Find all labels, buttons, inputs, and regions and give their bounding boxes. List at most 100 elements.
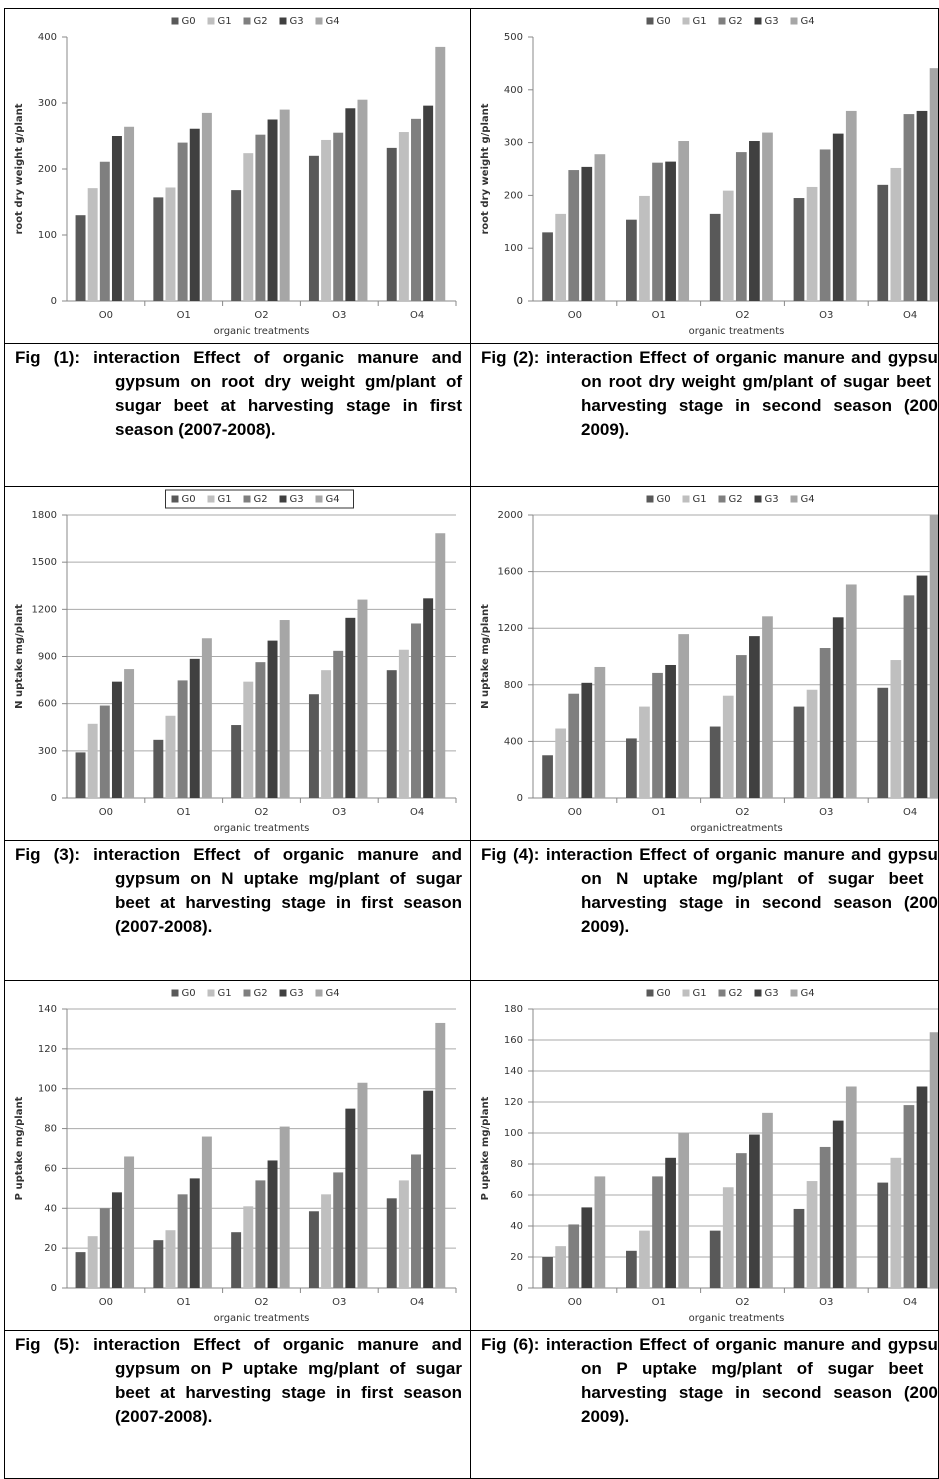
bar xyxy=(177,142,188,301)
y-tick-label: 0 xyxy=(51,1283,57,1294)
bar xyxy=(845,110,857,301)
x-tick-label: O1 xyxy=(652,1297,666,1308)
bar xyxy=(762,616,773,798)
bar xyxy=(345,617,356,798)
bar xyxy=(153,739,164,798)
legend-label: G3 xyxy=(290,988,304,999)
legend-label: G3 xyxy=(765,494,779,505)
bar xyxy=(542,232,553,301)
legend-label: G4 xyxy=(326,494,340,505)
bar xyxy=(832,617,844,798)
bar xyxy=(423,105,434,301)
legend-swatch xyxy=(315,989,323,997)
y-tick-label: 40 xyxy=(44,1203,57,1214)
legend-label: G2 xyxy=(254,16,268,27)
bar xyxy=(678,634,690,798)
legend-label: G3 xyxy=(765,988,779,999)
legend-swatch xyxy=(754,989,762,997)
bar xyxy=(279,109,290,301)
y-axis-label: N uptake mg/plant xyxy=(480,604,491,709)
legend-swatch xyxy=(754,495,762,503)
y-tick-label: 1200 xyxy=(32,604,57,615)
bar xyxy=(357,99,368,301)
bar xyxy=(243,153,254,301)
x-axis-label: organic treatments xyxy=(214,326,310,337)
legend-swatch xyxy=(682,989,690,997)
bar xyxy=(231,190,242,301)
bar xyxy=(806,689,818,798)
y-tick-label: 0 xyxy=(517,793,523,804)
legend-swatch xyxy=(207,495,215,503)
legend-swatch xyxy=(207,989,215,997)
y-tick-label: 120 xyxy=(38,1044,57,1055)
bar xyxy=(845,1086,857,1288)
chart: 0 100 200 300 400 500 root dry weight g/plant o… xyxy=(480,16,938,337)
bar xyxy=(749,636,760,798)
legend-swatch xyxy=(646,495,654,503)
legend-swatch xyxy=(243,495,251,503)
y-tick-label: 160 xyxy=(504,1035,523,1046)
bar xyxy=(916,110,928,301)
caption: Fig (2): interaction Effect of organic m… xyxy=(481,348,939,439)
x-tick-label: O4 xyxy=(903,1297,917,1308)
bar xyxy=(201,638,212,798)
caption-cell: Fig (2): interaction Effect of organic m… xyxy=(470,343,939,487)
bar xyxy=(435,1022,446,1288)
y-tick-label: 100 xyxy=(504,243,523,254)
x-tick-label: O4 xyxy=(410,310,424,321)
legend-label: G2 xyxy=(729,988,743,999)
bar xyxy=(581,1207,593,1288)
y-tick-label: 800 xyxy=(504,680,523,691)
x-tick-label: O2 xyxy=(254,310,268,321)
legend-label: G2 xyxy=(254,494,268,505)
x-tick-label: O2 xyxy=(735,1297,749,1308)
bar xyxy=(626,738,637,798)
bar xyxy=(568,1224,580,1288)
bar xyxy=(709,1230,721,1288)
bar xyxy=(929,515,938,798)
bar xyxy=(279,620,290,798)
caption-cell: Fig (6): interaction Effect of organic m… xyxy=(470,1330,939,1479)
x-tick-label: O2 xyxy=(254,1297,268,1308)
chart: 0 300 600 900 1200 1500 1800 N uptake mg/plant o… xyxy=(14,489,457,834)
x-tick-label: O3 xyxy=(819,1297,833,1308)
bar xyxy=(903,114,915,301)
legend-label: G4 xyxy=(326,988,340,999)
bar xyxy=(386,147,397,301)
bar xyxy=(626,219,637,301)
bar xyxy=(435,533,446,798)
legend-swatch xyxy=(682,495,690,503)
x-tick-label: O0 xyxy=(99,310,113,321)
bar xyxy=(929,1032,938,1288)
chart: 0 20 40 60 80 100 120 140 160 180 P uptake mg/plan… xyxy=(480,988,938,1324)
x-tick-label: O0 xyxy=(99,807,113,818)
x-tick-label: O2 xyxy=(254,807,268,818)
legend-label: G0 xyxy=(182,988,196,999)
legend-swatch xyxy=(646,989,654,997)
bar xyxy=(333,1172,344,1288)
x-tick-label: O1 xyxy=(652,310,666,321)
y-tick-label: 400 xyxy=(504,736,523,747)
y-axis-label: root dry weight g/plant xyxy=(480,103,491,234)
bar xyxy=(845,584,857,798)
x-tick-label: O0 xyxy=(568,1297,582,1308)
bar xyxy=(357,599,368,798)
bar xyxy=(308,155,319,301)
bar xyxy=(411,118,421,301)
y-tick-label: 500 xyxy=(504,32,523,43)
x-tick-label: O4 xyxy=(903,807,917,818)
y-tick-label: 400 xyxy=(504,85,523,96)
bar xyxy=(411,1154,421,1288)
bar xyxy=(581,166,593,301)
bar xyxy=(626,1250,637,1288)
y-tick-label: 900 xyxy=(38,652,57,663)
bar xyxy=(793,706,805,798)
bar xyxy=(722,695,734,798)
bar xyxy=(709,213,721,301)
bar xyxy=(652,162,663,301)
legend-swatch xyxy=(171,17,179,25)
y-tick-label: 0 xyxy=(517,296,523,307)
bar xyxy=(189,128,200,301)
bar xyxy=(201,112,212,302)
